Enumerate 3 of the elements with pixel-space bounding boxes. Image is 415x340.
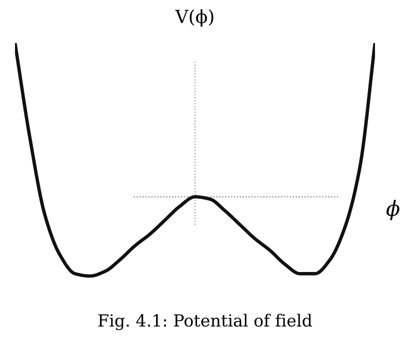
x-axis-title: ϕ xyxy=(386,200,400,220)
caption: Fig. 4.1: Potential of field xyxy=(98,314,312,330)
y-axis-title: V(ϕ) xyxy=(175,9,214,27)
